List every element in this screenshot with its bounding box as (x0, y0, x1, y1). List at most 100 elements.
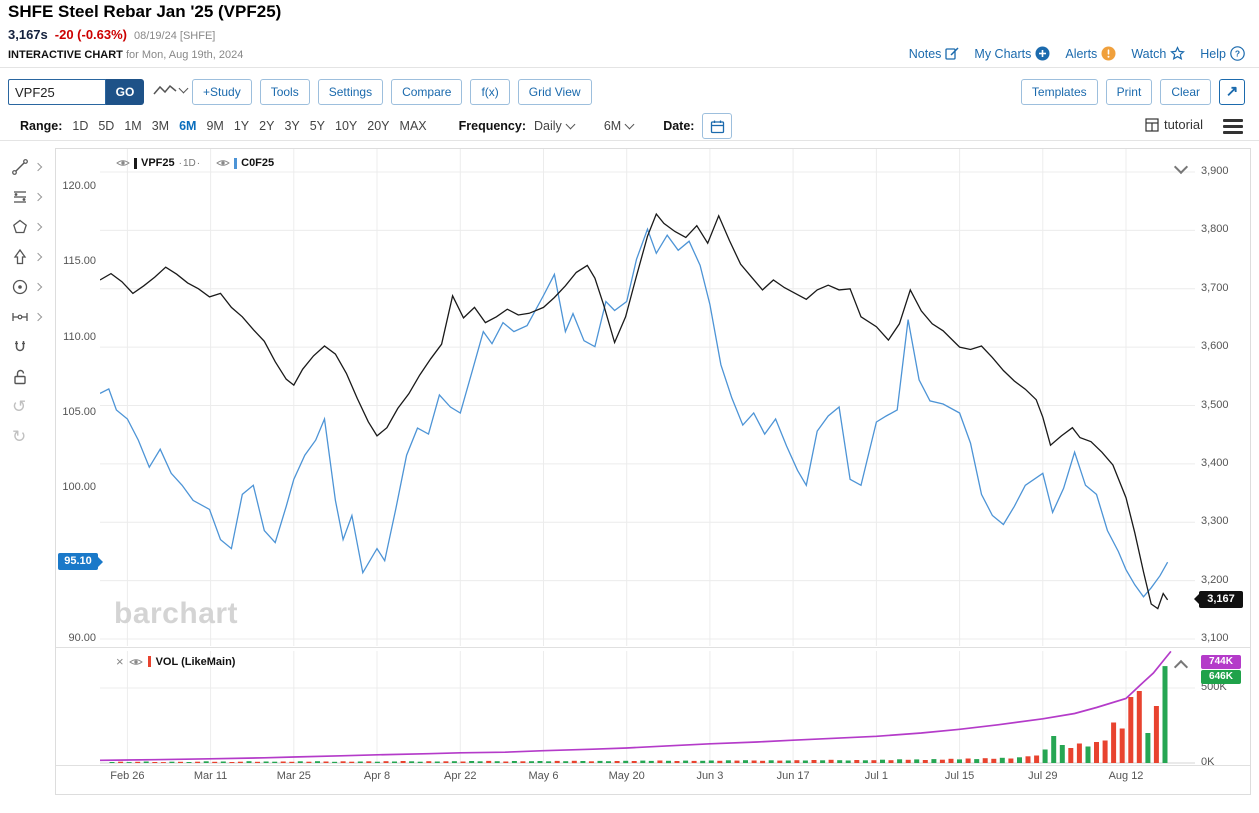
compare-button[interactable]: Compare (391, 79, 463, 105)
volume-bar[interactable] (871, 760, 877, 763)
volume-bar[interactable] (203, 761, 209, 763)
volume-bar[interactable] (777, 760, 783, 763)
range-option-20y[interactable]: 20Y (367, 119, 390, 133)
volume-bar[interactable] (563, 761, 569, 763)
trendline-tool[interactable] (4, 152, 50, 182)
volume-bar[interactable] (1145, 733, 1151, 763)
range-option-6m[interactable]: 6M (179, 119, 197, 133)
volume-bar[interactable] (503, 761, 509, 764)
volume-bar[interactable] (828, 759, 834, 763)
volume-bar[interactable] (982, 758, 988, 763)
volume-bar[interactable] (272, 761, 278, 763)
volume-bar[interactable] (880, 759, 885, 763)
volume-bar[interactable] (297, 761, 303, 763)
volume-bar[interactable] (957, 759, 962, 763)
volume-bar[interactable] (263, 761, 269, 764)
volume-bar[interactable] (657, 760, 663, 764)
date-picker-button[interactable] (702, 113, 733, 139)
volume-bar[interactable] (135, 761, 141, 763)
undo-button[interactable]: ↺ (4, 392, 50, 422)
volume-bar[interactable] (1034, 755, 1040, 764)
volume-bar[interactable] (152, 762, 158, 763)
volume-bar[interactable] (888, 760, 894, 763)
range-option-10y[interactable]: 10Y (335, 119, 358, 133)
volume-bar[interactable] (1128, 697, 1134, 763)
go-button[interactable]: GO (106, 79, 144, 105)
volume-bar[interactable] (1008, 758, 1014, 764)
menu-icon[interactable] (1223, 119, 1243, 137)
volume-bar[interactable] (794, 760, 800, 763)
volume-bar[interactable] (118, 761, 124, 763)
volume-bar[interactable] (854, 760, 860, 763)
volume-bar[interactable] (991, 758, 997, 763)
volume-bar[interactable] (554, 760, 560, 763)
volume-bar[interactable] (623, 760, 629, 764)
range-option-3m[interactable]: 3M (151, 119, 170, 133)
symbol-input[interactable] (8, 79, 106, 105)
volume-bar[interactable] (922, 760, 928, 763)
range-option-2y[interactable]: 2Y (259, 119, 275, 133)
collapse-pane-icon[interactable] (1173, 159, 1189, 177)
circle-marker-tool[interactable] (4, 272, 50, 302)
volume-bar[interactable] (743, 760, 748, 763)
help-link[interactable]: Help ? (1200, 46, 1245, 61)
volume-bar[interactable] (999, 757, 1005, 764)
volume-bar[interactable] (914, 759, 920, 763)
annotation-tool[interactable] (4, 242, 50, 272)
visibility-eye-icon[interactable] (128, 657, 143, 667)
volume-bar[interactable] (1094, 742, 1099, 763)
volume-bar[interactable] (443, 761, 449, 763)
volume-bar[interactable] (965, 758, 971, 764)
volume-chart-svg[interactable] (100, 651, 1195, 764)
volume-bar[interactable] (1102, 740, 1108, 764)
volume-bar[interactable] (1162, 666, 1168, 763)
volume-bar[interactable] (734, 760, 740, 763)
volume-bar[interactable] (417, 761, 423, 763)
volume-bar[interactable] (666, 760, 671, 764)
volume-bar[interactable] (931, 759, 937, 763)
fx-button[interactable]: f(x) (470, 79, 510, 105)
volume-bar[interactable] (845, 760, 851, 764)
volume-bar[interactable] (811, 760, 817, 763)
volume-bar[interactable] (383, 761, 389, 763)
shapes-tool[interactable] (4, 212, 50, 242)
volume-bar[interactable] (186, 762, 192, 763)
volume-bar[interactable] (640, 760, 646, 763)
volume-bar[interactable] (529, 761, 534, 763)
c0f25-line[interactable] (100, 227, 1169, 598)
fibonacci-tool[interactable] (4, 182, 50, 212)
volume-bar[interactable] (220, 761, 226, 764)
period-select[interactable]: 6M (604, 119, 635, 133)
volume-bar[interactable] (948, 758, 954, 763)
volume-bar[interactable] (1025, 756, 1031, 764)
notes-link[interactable]: Notes (909, 47, 960, 61)
volume-bar[interactable] (760, 760, 766, 764)
templates-button[interactable]: Templates (1020, 79, 1098, 105)
print-button[interactable]: Print (1105, 79, 1153, 105)
volume-bar[interactable] (1017, 757, 1022, 763)
volume-bar[interactable] (1085, 746, 1091, 764)
volume-bar[interactable] (280, 761, 286, 764)
measure-tool[interactable] (4, 302, 50, 332)
volume-bar[interactable] (374, 761, 380, 763)
volume-bar[interactable] (434, 761, 440, 764)
my-charts-link[interactable]: My Charts (974, 46, 1050, 61)
volume-bar[interactable] (751, 760, 757, 764)
volume-bar[interactable] (178, 761, 183, 763)
add-study-button[interactable]: +Study (192, 79, 252, 105)
alerts-link[interactable]: Alerts (1065, 46, 1116, 61)
volume-bar[interactable] (229, 762, 235, 763)
main-chart-svg[interactable] (100, 149, 1195, 646)
volume-bar[interactable] (1068, 748, 1074, 763)
watch-link[interactable]: Watch (1131, 46, 1186, 61)
open-interest-line[interactable] (100, 651, 1172, 762)
volume-bar[interactable] (143, 761, 149, 764)
frequency-select[interactable]: Daily (534, 119, 576, 133)
volume-bar[interactable] (905, 759, 911, 763)
volume-bar[interactable] (315, 761, 320, 763)
volume-bar[interactable] (700, 760, 706, 764)
pane-separator[interactable] (56, 647, 1250, 648)
volume-bar[interactable] (400, 761, 406, 763)
volume-bar[interactable] (597, 760, 603, 763)
volume-bar[interactable] (785, 760, 791, 764)
